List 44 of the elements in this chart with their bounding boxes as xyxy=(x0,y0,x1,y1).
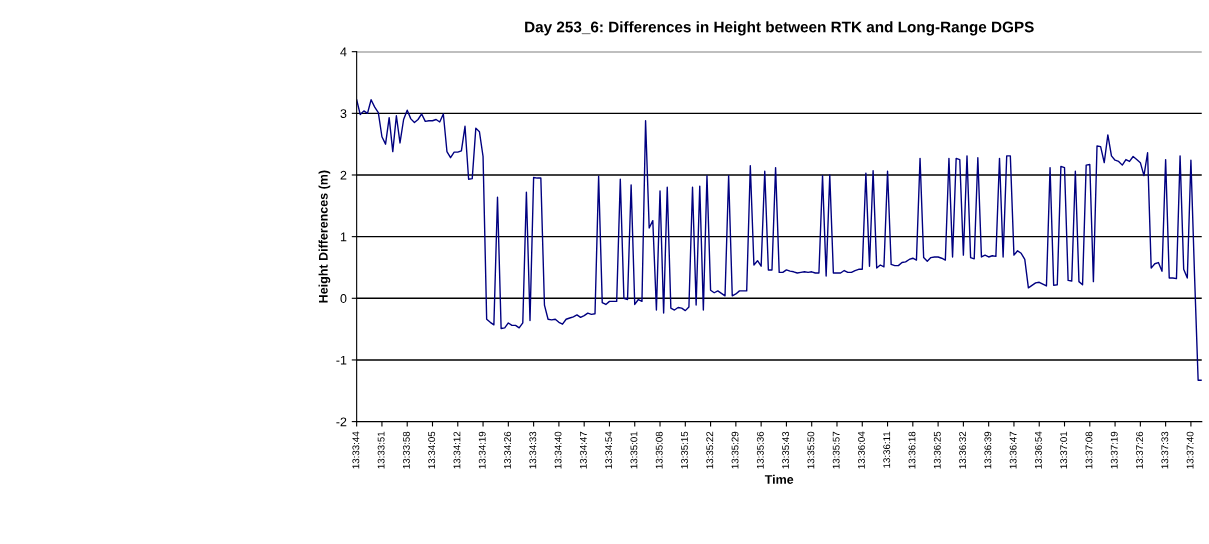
x-tick-label: 13:33:51 xyxy=(377,431,385,469)
x-tick-label: 13:34:47 xyxy=(579,431,587,469)
x-tick-label: 13:37:33 xyxy=(1161,431,1169,469)
x-tick-label: 13:35:36 xyxy=(756,431,764,469)
x-tick-label: 13:34:54 xyxy=(605,431,613,469)
y-tick-label: -2 xyxy=(336,417,347,427)
x-tick-label: 13:35:29 xyxy=(731,431,739,469)
y-tick-label: 0 xyxy=(340,294,347,303)
x-tick-label: 13:37:08 xyxy=(1085,431,1093,469)
x-tick-label: 13:37:40 xyxy=(1186,431,1194,469)
x-tick-label: 13:34:33 xyxy=(529,431,537,469)
chart-title: Day 253_6: Differences in Height between RTK and Long-Range DGPS xyxy=(525,21,1034,36)
x-tick-label: 13:34:05 xyxy=(428,431,436,469)
x-tick-label: 13:36:11 xyxy=(883,431,891,468)
x-tick-label: 13:36:54 xyxy=(1034,431,1042,469)
x-tick-label: 13:37:19 xyxy=(1110,431,1118,469)
x-tick-label: 13:35:15 xyxy=(681,431,688,469)
y-tick-label: 4 xyxy=(340,47,347,57)
x-tick-label: 13:36:04 xyxy=(857,431,865,469)
x-tick-label: 13:34:40 xyxy=(554,431,562,469)
y-axis-title: Height Differences (m) xyxy=(318,170,331,303)
x-tick-label: 13:36:25 xyxy=(933,431,941,469)
x-tick-label: 13:35:08 xyxy=(655,431,663,469)
x-tick-label: 13:33:58 xyxy=(402,431,410,469)
x-tick-label: 13:36:47 xyxy=(1009,431,1017,469)
x-tick-label: 13:34:19 xyxy=(478,431,486,469)
x-tick-label: 13:35:43 xyxy=(782,431,790,469)
x-tick-label: 13:34:12 xyxy=(453,431,461,469)
x-tick-label: 13:36:39 xyxy=(984,431,992,469)
x-tick-label: 13:35:01 xyxy=(630,431,638,469)
x-tick-label: 13:37:01 xyxy=(1060,431,1068,469)
x-tick-label: 13:36:32 xyxy=(959,431,966,469)
x-axis-title: Time xyxy=(764,474,794,484)
y-tick-label: 2 xyxy=(340,170,347,180)
y-tick-label: 1 xyxy=(340,232,347,242)
x-tick-label: 13:36:18 xyxy=(908,431,916,469)
y-tick-label: 3 xyxy=(340,109,347,118)
x-tick-label: 13:35:50 xyxy=(807,431,815,469)
x-tick-label: 13:33:44 xyxy=(352,431,360,469)
x-tick-label: 13:35:57 xyxy=(832,431,840,469)
x-tick-label: 13:34:26 xyxy=(504,431,511,469)
x-tick-label: 13:37:26 xyxy=(1136,431,1143,469)
y-tick-label: -1 xyxy=(336,355,347,365)
x-tick-label: 13:35:22 xyxy=(706,431,714,469)
